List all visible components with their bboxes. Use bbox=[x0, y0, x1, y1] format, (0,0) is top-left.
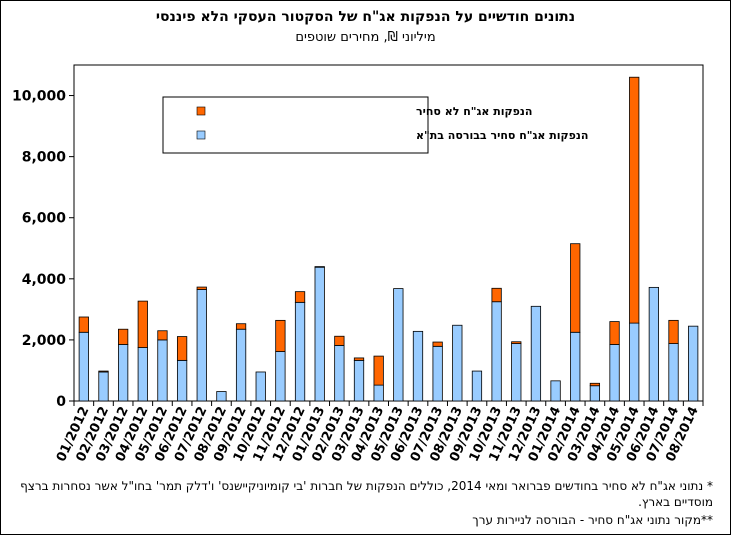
bar-traded bbox=[393, 288, 404, 402]
y-tick-label: 10,000 bbox=[12, 89, 66, 105]
bar-nontraded bbox=[78, 316, 89, 333]
bar-traded bbox=[353, 359, 365, 402]
bar-traded bbox=[648, 286, 659, 402]
y-tick-label: 2,000 bbox=[22, 333, 67, 349]
bar-traded bbox=[275, 351, 286, 402]
bar-traded bbox=[334, 345, 345, 402]
bar-nontraded bbox=[235, 323, 247, 330]
bar-traded bbox=[511, 343, 522, 402]
legend-label: הנפקות אג"ח סחיר בבורסה בת"א bbox=[416, 129, 588, 142]
legend-swatch bbox=[196, 130, 206, 140]
legend-box bbox=[162, 96, 429, 154]
bar-nontraded bbox=[118, 328, 129, 345]
bar-traded bbox=[314, 266, 325, 402]
bar-nontraded bbox=[294, 291, 306, 303]
y-tick-label: 6,000 bbox=[22, 211, 67, 227]
bar-traded bbox=[412, 330, 424, 402]
legend-swatch bbox=[196, 106, 206, 116]
bar-nontraded bbox=[353, 357, 365, 361]
bar-nontraded bbox=[314, 266, 325, 268]
y-tick-label: 4,000 bbox=[22, 272, 67, 288]
bar-traded bbox=[216, 391, 227, 402]
bar-traded bbox=[668, 343, 679, 402]
bar-nontraded bbox=[98, 370, 109, 373]
bar-nontraded bbox=[157, 330, 168, 341]
bar-traded bbox=[176, 359, 188, 402]
bar-traded bbox=[137, 347, 148, 402]
bar-traded bbox=[118, 344, 129, 402]
bar-traded bbox=[157, 339, 168, 402]
bar-traded bbox=[78, 331, 89, 402]
bar-nontraded bbox=[275, 319, 286, 352]
footnote-nontraded: * נתוני אג"ח לא סחיר בחודשים פברואר ומאי… bbox=[20, 479, 713, 509]
bar-nontraded bbox=[629, 76, 640, 324]
bar-traded bbox=[432, 345, 443, 402]
legend-label: הנפקות אג"ח לא סחיר bbox=[416, 105, 532, 118]
bar-traded bbox=[235, 328, 247, 402]
bar-traded bbox=[550, 380, 561, 402]
bar-traded bbox=[98, 371, 109, 402]
bar-nontraded bbox=[373, 355, 384, 386]
bar-nontraded bbox=[570, 243, 581, 333]
bar-nontraded bbox=[589, 382, 601, 387]
chart-subtitle: מיליוני ₪, מחירים שוטפים bbox=[295, 30, 436, 45]
y-tick-label: 0 bbox=[56, 394, 66, 410]
bar-nontraded bbox=[196, 286, 207, 290]
bar-traded bbox=[471, 370, 483, 402]
bar-traded bbox=[629, 322, 640, 402]
y-tick-label: 8,000 bbox=[22, 150, 67, 166]
bar-nontraded bbox=[137, 300, 148, 348]
bar-nontraded bbox=[176, 336, 188, 361]
bar-traded bbox=[452, 324, 463, 402]
bar-traded bbox=[255, 371, 266, 402]
bar-traded bbox=[196, 289, 207, 402]
bar-traded bbox=[491, 301, 502, 402]
bar-nontraded bbox=[334, 335, 345, 346]
bar-nontraded bbox=[491, 287, 502, 303]
bar-traded bbox=[570, 331, 581, 402]
bar-traded bbox=[373, 384, 384, 402]
bar-nontraded bbox=[609, 321, 620, 345]
bar-nontraded bbox=[668, 319, 679, 344]
bar-nontraded bbox=[432, 341, 443, 347]
bar-traded bbox=[688, 325, 699, 402]
footnote-source: **מקור נתוני אג"ח סחיר - הבורסה לניירות … bbox=[472, 513, 713, 527]
bar-traded bbox=[609, 344, 620, 402]
bar-traded bbox=[294, 301, 306, 402]
bar-traded bbox=[530, 305, 542, 402]
bar-traded bbox=[589, 385, 601, 402]
bar-nontraded bbox=[511, 341, 522, 344]
chart-title: נתונים חודשיים על הנפקות אג"ח של הסקטור … bbox=[155, 9, 576, 25]
